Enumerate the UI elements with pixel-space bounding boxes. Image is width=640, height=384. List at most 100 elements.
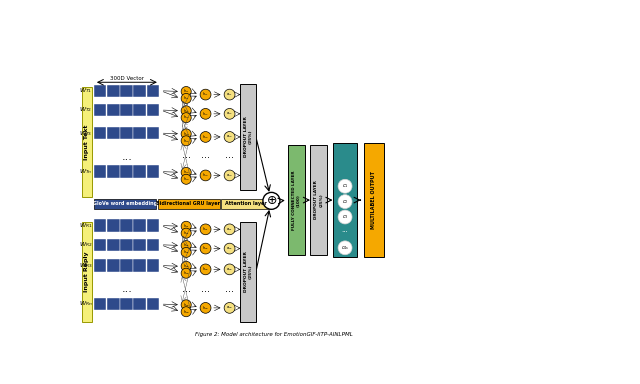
Circle shape [224,170,235,181]
Text: $h_{R3}$: $h_{R3}$ [202,266,209,273]
Text: $W_{R1}$: $W_{R1}$ [79,221,92,230]
Bar [107,166,120,178]
Text: $a_{R2}$: $a_{R2}$ [226,245,233,252]
Text: $h_{R2}$: $h_{R2}$ [202,245,209,252]
Circle shape [224,303,235,313]
Bar [94,259,106,272]
Text: $W_{T2}$: $W_{T2}$ [79,106,92,114]
Text: ...: ... [182,151,191,161]
Text: Figure 2: Model architecture for EmotionGIF-IITP-AINLPML: Figure 2: Model architecture for Emotion… [195,332,353,337]
Text: $h_{T3}$: $h_{T3}$ [202,133,209,141]
Text: $W_{Rn}$: $W_{Rn}$ [79,300,92,308]
Circle shape [200,243,211,254]
Text: $h_{T2}$: $h_{T2}$ [202,110,209,118]
Circle shape [181,129,191,139]
Bar [134,84,146,97]
Text: $a_{T1}$: $a_{T1}$ [226,91,233,98]
Bar [134,238,146,251]
Text: $h_{Rn}$: $h_{Rn}$ [182,308,190,316]
Bar [147,104,159,116]
Bar [107,219,120,232]
Text: FULLY CONNECTED LAYER
(100): FULLY CONNECTED LAYER (100) [292,170,301,230]
Bar [147,298,159,310]
Text: $h_{Tn}$: $h_{Tn}$ [182,175,189,183]
Bar [81,222,92,322]
Text: $a_{R3}$: $a_{R3}$ [226,266,233,273]
Bar [241,222,256,322]
Bar [120,259,132,272]
Circle shape [224,224,235,235]
Text: DROPOUT LAYER
(25%): DROPOUT LAYER (25%) [244,116,252,157]
Text: $h_{Tn}$: $h_{Tn}$ [182,169,189,176]
Bar [134,219,146,232]
Text: GloVe word embedding: GloVe word embedding [93,202,157,207]
Circle shape [181,268,191,278]
Text: $a_{Tn}$: $a_{Tn}$ [226,172,233,179]
Circle shape [181,300,191,310]
Text: $h_{T1}$: $h_{T1}$ [202,91,209,98]
Circle shape [200,224,211,235]
Bar [120,84,132,97]
Bar [81,87,92,197]
Text: $W_{R2}$: $W_{R2}$ [79,240,92,249]
Text: $\oplus$: $\oplus$ [266,194,277,207]
Text: 300D Vector: 300D Vector [110,76,144,81]
Bar [107,84,120,97]
Circle shape [200,170,211,181]
Bar [120,104,132,116]
Text: $h_{R3}$: $h_{R3}$ [182,270,190,277]
Circle shape [224,243,235,254]
Bar [94,219,106,232]
Text: $h_{T1}$: $h_{T1}$ [182,88,189,95]
Bar [120,238,132,251]
Circle shape [181,247,191,257]
Text: ...: ... [201,151,210,161]
Text: $W_{T1}$: $W_{T1}$ [79,86,92,95]
Bar [147,166,159,178]
Text: $h_{R3}$: $h_{R3}$ [182,263,190,270]
Circle shape [200,108,211,119]
Circle shape [200,132,211,142]
Bar [94,199,156,209]
Bar [364,143,384,257]
Text: ...: ... [182,284,191,294]
Bar [107,104,120,116]
Bar [94,298,106,310]
Bar [120,166,132,178]
Bar [241,84,256,190]
Bar [147,84,159,97]
Text: MULTILABEL OUTPUT: MULTILABEL OUTPUT [371,171,376,229]
Bar [94,166,106,178]
Text: $h_{Rn}$: $h_{Rn}$ [202,304,209,312]
Text: $W_{R3}$: $W_{R3}$ [79,261,92,270]
Text: $c_2$: $c_2$ [342,198,348,205]
Text: $W_{T3}$: $W_{T3}$ [79,129,92,137]
Circle shape [224,108,235,119]
Circle shape [200,303,211,313]
Text: $a_{Rn}$: $a_{Rn}$ [226,305,233,311]
Text: ...: ... [122,285,132,295]
Bar [134,166,146,178]
Bar [94,127,106,139]
Text: $h_{T2}$: $h_{T2}$ [182,107,189,114]
Text: $h_{Tn}$: $h_{Tn}$ [202,172,209,179]
Text: $W_{Tn}$: $W_{Tn}$ [79,167,92,176]
Circle shape [200,89,211,100]
Bar [107,259,120,272]
Bar [94,238,106,251]
Circle shape [181,240,191,250]
Text: $c_1$: $c_1$ [342,182,348,190]
Circle shape [224,132,235,142]
Text: $a_{R1}$: $a_{R1}$ [226,226,233,233]
Text: Input Reply: Input Reply [84,252,90,292]
Bar [221,199,271,209]
Text: ...: ... [225,151,234,161]
Text: $h_{R1}$: $h_{R1}$ [182,222,190,230]
Text: DROPOUT LAYER
(25%): DROPOUT LAYER (25%) [244,251,252,292]
Text: Input Text: Input Text [84,124,90,160]
Bar [147,238,159,251]
Bar [107,238,120,251]
Circle shape [181,221,191,231]
Bar [134,259,146,272]
Circle shape [338,241,352,255]
